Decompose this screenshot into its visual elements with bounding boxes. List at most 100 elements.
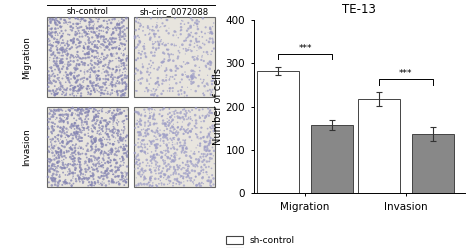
Point	[105, 83, 113, 87]
Point	[98, 34, 105, 38]
Point	[169, 131, 177, 135]
Point	[187, 160, 195, 164]
Point	[123, 54, 130, 58]
Point	[137, 22, 144, 26]
Point	[154, 24, 161, 28]
Point	[88, 159, 95, 163]
Point	[49, 124, 56, 128]
Point	[164, 117, 171, 121]
Point	[146, 139, 153, 143]
Point	[99, 163, 107, 167]
Point	[61, 150, 68, 154]
Point	[182, 62, 189, 66]
Point	[81, 76, 88, 80]
Point	[164, 156, 172, 160]
Point	[173, 129, 181, 133]
Point	[54, 92, 61, 95]
Point	[100, 67, 107, 71]
Point	[179, 73, 186, 77]
Point	[83, 77, 91, 81]
Point	[85, 68, 93, 72]
Point	[171, 147, 178, 151]
Point	[121, 88, 129, 92]
Point	[84, 45, 91, 49]
Point	[145, 180, 153, 184]
Point	[80, 18, 88, 22]
Point	[49, 176, 56, 180]
Point	[55, 21, 63, 25]
Point	[87, 174, 95, 178]
Point	[79, 152, 86, 155]
Point	[104, 28, 112, 32]
Point	[66, 171, 73, 175]
Point	[106, 48, 113, 52]
Point	[45, 40, 52, 44]
Point	[174, 125, 182, 129]
Point	[100, 39, 107, 43]
Point	[115, 120, 122, 124]
Point	[197, 184, 205, 188]
Point	[62, 178, 69, 182]
Point	[63, 57, 71, 61]
Point	[90, 40, 97, 44]
Point	[77, 146, 84, 150]
Point	[142, 128, 149, 132]
Point	[54, 92, 61, 96]
Point	[139, 160, 146, 164]
Point	[119, 131, 127, 135]
Point	[71, 121, 79, 125]
Point	[132, 72, 139, 76]
Point	[180, 132, 187, 136]
Point	[66, 63, 74, 67]
Point	[63, 181, 70, 185]
Point	[110, 131, 118, 135]
Point	[71, 151, 78, 155]
Point	[158, 169, 166, 173]
Point	[179, 108, 187, 112]
Point	[120, 147, 128, 151]
Point	[201, 84, 209, 88]
Point	[59, 144, 66, 148]
Point	[193, 43, 201, 47]
Point	[88, 135, 95, 139]
Point	[84, 168, 92, 172]
Point	[208, 93, 215, 97]
Point	[71, 124, 78, 127]
Point	[110, 158, 118, 162]
Point	[110, 45, 118, 49]
Point	[59, 127, 66, 131]
Point	[181, 127, 188, 131]
Point	[210, 40, 218, 44]
Point	[120, 129, 128, 133]
Point	[118, 146, 126, 150]
Point	[60, 151, 68, 155]
Point	[152, 149, 159, 153]
Point	[75, 73, 82, 77]
Point	[93, 43, 101, 47]
Point	[195, 182, 203, 186]
Point	[90, 142, 97, 146]
Point	[176, 181, 183, 185]
Point	[89, 129, 96, 133]
Point	[108, 117, 115, 121]
Point	[56, 70, 64, 74]
Point	[109, 40, 116, 44]
Point	[68, 126, 75, 130]
Point	[146, 123, 154, 127]
Point	[120, 93, 128, 97]
Point	[69, 54, 76, 58]
Point	[103, 26, 111, 30]
Point	[89, 142, 96, 146]
Point	[201, 42, 208, 46]
Point	[84, 47, 92, 51]
Point	[98, 124, 106, 128]
Point	[99, 129, 107, 133]
Point	[46, 73, 53, 77]
Point	[166, 157, 174, 161]
Point	[203, 50, 211, 54]
Point	[66, 57, 74, 61]
Point	[169, 125, 176, 129]
Point	[182, 138, 190, 142]
Point	[52, 165, 59, 169]
Point	[179, 146, 186, 150]
